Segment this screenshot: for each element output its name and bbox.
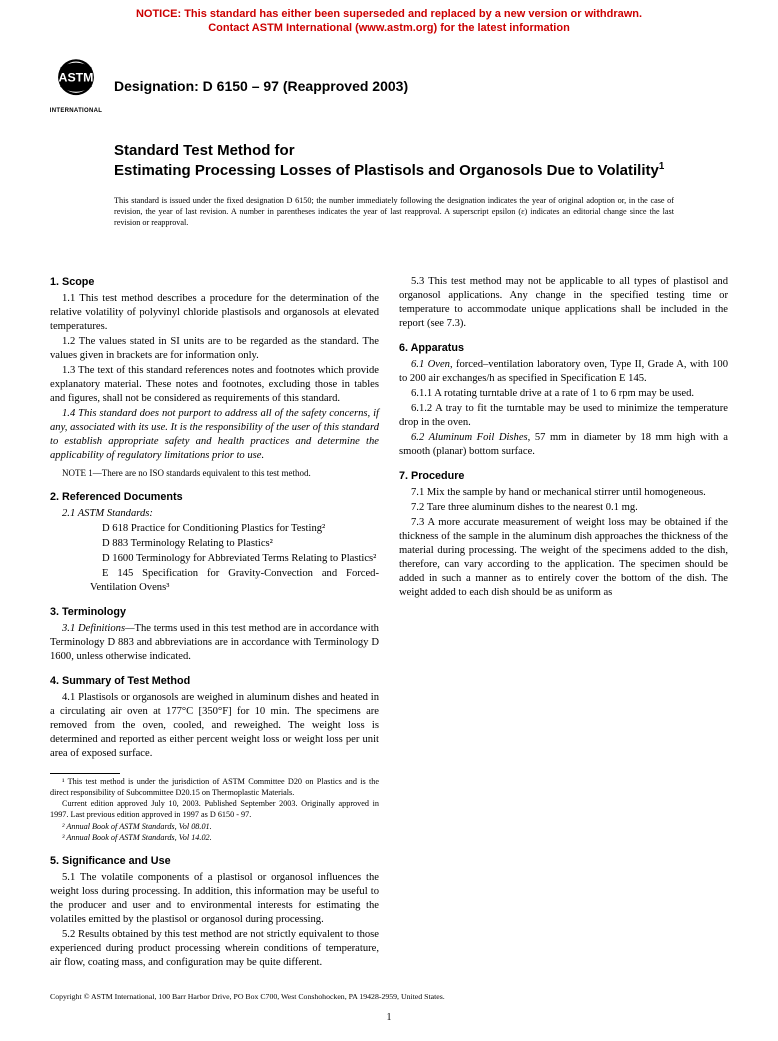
scope-p4: 1.4 This standard does not purport to ad… <box>50 407 379 463</box>
term-p1-lead: 3.1 Definitions— <box>62 623 134 634</box>
designation-prefix: Designation: <box>114 78 203 94</box>
footnote-rule <box>50 773 120 774</box>
app-p1b: 6.1.2 A tray to fit the turntable may be… <box>399 402 728 430</box>
term-p1: 3.1 Definitions—The terms used in this t… <box>50 622 379 664</box>
notice-banner: NOTICE: This standard has either been su… <box>0 8 778 36</box>
app-p1a: 6.1.1 A rotating turntable drive at a ra… <box>399 387 728 401</box>
designation: Designation: D 6150 – 97 (Reapproved 200… <box>114 72 408 94</box>
title-lead: Standard Test Method for <box>114 142 710 161</box>
term-heading: 3. Terminology <box>50 605 379 619</box>
body-columns: 1. Scope 1.1 This test method describes … <box>50 275 728 973</box>
ref-item: D 618 Practice for Conditioning Plastics… <box>50 522 379 536</box>
title-block: Standard Test Method for Estimating Proc… <box>114 142 710 228</box>
app-p2: 6.2 Aluminum Foil Dishes, 57 mm in diame… <box>399 431 728 459</box>
ref-heading: 2. Referenced Documents <box>50 490 379 504</box>
scope-p1: 1.1 This test method describes a procedu… <box>50 292 379 334</box>
ref-item: D 883 Terminology Relating to Plastics² <box>50 537 379 551</box>
notice-line1: NOTICE: This standard has either been su… <box>136 8 642 20</box>
note1-label: NOTE 1— <box>62 468 102 478</box>
footnote-1: ¹ This test method is under the jurisdic… <box>50 777 379 798</box>
footnote-2: ² Annual Book of ASTM Standards, Vol 08.… <box>50 822 379 833</box>
proc-p1: 7.1 Mix the sample by hand or mechanical… <box>399 486 728 500</box>
app-p2-lead: 6.2 Aluminum Foil Dishes <box>411 432 528 443</box>
ref-item: E 145 Specification for Gravity-Convecti… <box>50 567 379 595</box>
summary-p1: 4.1 Plastisols or organosols are weighed… <box>50 691 379 761</box>
sig-p2: 5.2 Results obtained by this test method… <box>50 928 379 970</box>
footnote-3: ³ Annual Book of ASTM Standards, Vol 14.… <box>50 833 379 844</box>
designation-value: D 6150 – 97 (Reapproved 2003) <box>203 78 408 94</box>
svg-text:ASTM: ASTM <box>59 71 94 85</box>
ref-item: D 1600 Terminology for Abbreviated Terms… <box>50 552 379 566</box>
proc-p3: 7.3 A more accurate measurement of weigh… <box>399 516 728 600</box>
scope-note1: NOTE 1—There are no ISO standards equiva… <box>50 468 379 480</box>
astm-logo: ASTM INTERNATIONAL <box>48 52 104 114</box>
footnote-1b: Current edition approved July 10, 2003. … <box>50 799 379 820</box>
app-p1: 6.1 Oven, forced–ventilation laboratory … <box>399 358 728 386</box>
scope-p3: 1.3 The text of this standard references… <box>50 364 379 406</box>
summary-heading: 4. Summary of Test Method <box>50 674 379 688</box>
title-sup: 1 <box>659 161 664 172</box>
title-main: Estimating Processing Losses of Plastiso… <box>114 161 710 181</box>
app-heading: 6. Apparatus <box>399 341 728 355</box>
app-p1-lead: 6.1 Oven <box>411 359 450 370</box>
sig-p3: 5.3 This test method may not be applicab… <box>399 275 728 331</box>
scope-p2: 1.2 The values stated in SI units are to… <box>50 335 379 363</box>
header: ASTM INTERNATIONAL Designation: D 6150 –… <box>48 52 408 114</box>
ref-sub: 2.1 ASTM Standards: <box>50 507 379 521</box>
page-number: 1 <box>0 1012 778 1023</box>
proc-p2: 7.2 Tare three aluminum dishes to the ne… <box>399 501 728 515</box>
scope-heading: 1. Scope <box>50 275 379 289</box>
sig-heading: 5. Significance and Use <box>50 854 379 868</box>
logo-label: INTERNATIONAL <box>48 108 104 114</box>
issuance-note: This standard is issued under the fixed … <box>114 195 674 228</box>
title-main-text: Estimating Processing Losses of Plastiso… <box>114 162 659 179</box>
proc-heading: 7. Procedure <box>399 469 728 483</box>
notice-line2: Contact ASTM International (www.astm.org… <box>208 22 570 34</box>
sig-p1: 5.1 The volatile components of a plastis… <box>50 871 379 927</box>
note1-text: There are no ISO standards equivalent to… <box>102 468 311 478</box>
copyright: Copyright © ASTM International, 100 Barr… <box>50 992 728 1001</box>
